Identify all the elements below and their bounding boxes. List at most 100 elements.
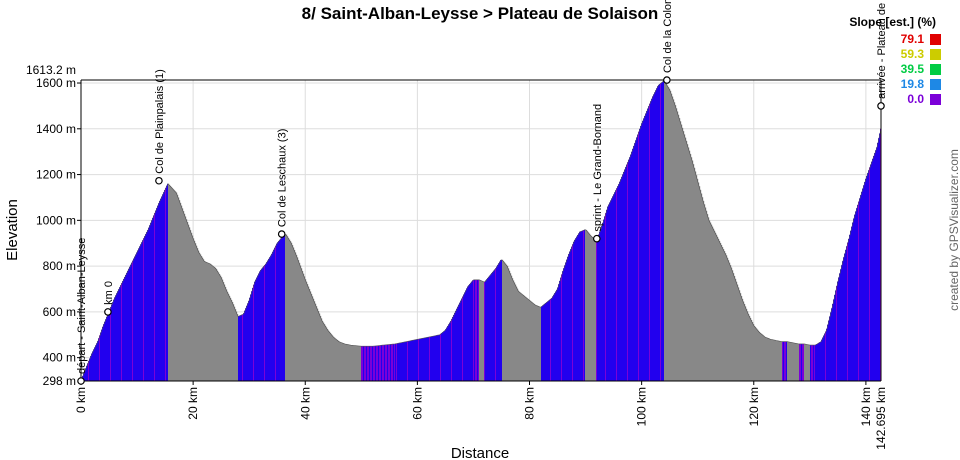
profile-segment xyxy=(598,234,600,381)
profile-segment xyxy=(622,174,624,381)
profile-segment xyxy=(218,272,220,381)
profile-segment xyxy=(736,281,738,381)
profile-segment xyxy=(368,346,370,381)
profile-segment xyxy=(804,343,806,381)
profile-segment xyxy=(200,254,202,381)
profile-segment xyxy=(450,321,452,381)
profile-segment xyxy=(715,232,717,381)
profile-segment xyxy=(137,250,139,381)
profile-segment xyxy=(159,200,161,381)
profile-segment xyxy=(499,261,501,381)
slope-legend-value: 59.3 xyxy=(901,47,925,61)
profile-segment xyxy=(481,280,483,381)
profile-segment xyxy=(113,299,115,381)
profile-segment xyxy=(174,190,176,381)
profile-segment xyxy=(509,270,511,381)
profile-segment xyxy=(233,304,235,381)
profile-segment xyxy=(825,331,827,381)
profile-segment xyxy=(679,118,681,382)
profile-segment xyxy=(262,267,264,381)
profile-segment xyxy=(603,219,605,381)
profile-segment xyxy=(482,281,484,381)
profile-segment xyxy=(843,257,845,381)
profile-segment xyxy=(601,226,603,381)
profile-segment xyxy=(579,231,581,381)
profile-segment xyxy=(648,106,650,382)
profile-segment xyxy=(146,232,148,381)
profile-segment xyxy=(425,337,427,381)
profile-segment xyxy=(801,343,803,381)
x-tick-label: 0 km xyxy=(74,387,88,413)
profile-segment xyxy=(384,344,386,381)
profile-segment xyxy=(199,252,201,381)
profile-segment xyxy=(755,327,757,381)
profile-segment xyxy=(620,179,622,381)
profile-segment xyxy=(753,324,755,381)
profile-segment xyxy=(175,191,177,381)
profile-segment xyxy=(621,176,623,381)
profile-segment xyxy=(209,263,211,381)
profile-segment xyxy=(732,270,734,381)
profile-segment xyxy=(117,291,119,381)
profile-segment xyxy=(160,198,162,381)
profile-segment xyxy=(740,293,742,381)
profile-segment xyxy=(735,278,737,381)
profile-segment xyxy=(823,335,825,381)
profile-segment xyxy=(816,344,818,381)
profile-segment xyxy=(309,289,311,381)
profile-segment xyxy=(224,284,226,381)
profile-segment xyxy=(215,267,217,381)
profile-segment xyxy=(171,187,173,381)
profile-segment xyxy=(260,269,262,381)
profile-segment xyxy=(189,227,191,381)
profile-segment xyxy=(278,241,280,381)
profile-segment xyxy=(320,315,322,381)
profile-segment xyxy=(659,84,661,381)
profile-segment xyxy=(239,315,241,381)
x-tick-label: 140 km xyxy=(859,387,873,426)
profile-segment xyxy=(504,262,506,381)
profile-segment xyxy=(382,345,384,381)
profile-segment xyxy=(766,337,768,381)
profile-segment xyxy=(612,196,614,381)
profile-segment xyxy=(223,282,225,381)
waypoint-label: Col de Plainpalais (1) xyxy=(154,69,166,174)
profile-segment xyxy=(143,238,145,381)
profile-segment xyxy=(376,345,378,381)
profile-segment xyxy=(741,296,743,381)
profile-segment xyxy=(420,338,422,381)
profile-segment xyxy=(719,240,721,381)
profile-segment xyxy=(866,175,868,381)
profile-segment xyxy=(194,240,196,381)
slope-legend-value: 0.0 xyxy=(907,92,924,106)
y-axis-title: Elevation xyxy=(4,199,21,261)
profile-segment xyxy=(441,332,443,381)
profile-segment xyxy=(96,343,98,381)
profile-segment xyxy=(477,279,479,381)
profile-segment xyxy=(473,279,475,381)
profile-segment xyxy=(832,303,834,381)
profile-segment xyxy=(613,194,615,381)
profile-segment xyxy=(433,335,435,381)
profile-segment xyxy=(651,98,653,381)
profile-segment xyxy=(711,224,713,381)
profile-segment xyxy=(418,339,420,381)
profile-segment xyxy=(389,344,391,381)
profile-segment xyxy=(332,335,334,381)
profile-segment xyxy=(336,339,338,381)
profile-segment xyxy=(669,88,671,382)
profile-segment xyxy=(763,335,765,381)
profile-segment xyxy=(567,256,569,381)
profile-segment xyxy=(483,281,485,381)
profile-segment xyxy=(594,238,596,381)
profile-segment xyxy=(147,230,149,381)
profile-segment xyxy=(717,236,719,381)
profile-segment xyxy=(447,325,449,381)
profile-segment xyxy=(283,235,285,381)
profile-segment xyxy=(787,341,789,381)
profile-segment xyxy=(212,265,214,381)
profile-segment xyxy=(765,337,767,381)
profile-segment xyxy=(705,207,707,381)
profile-segment xyxy=(780,341,782,381)
profile-segment xyxy=(750,317,752,381)
